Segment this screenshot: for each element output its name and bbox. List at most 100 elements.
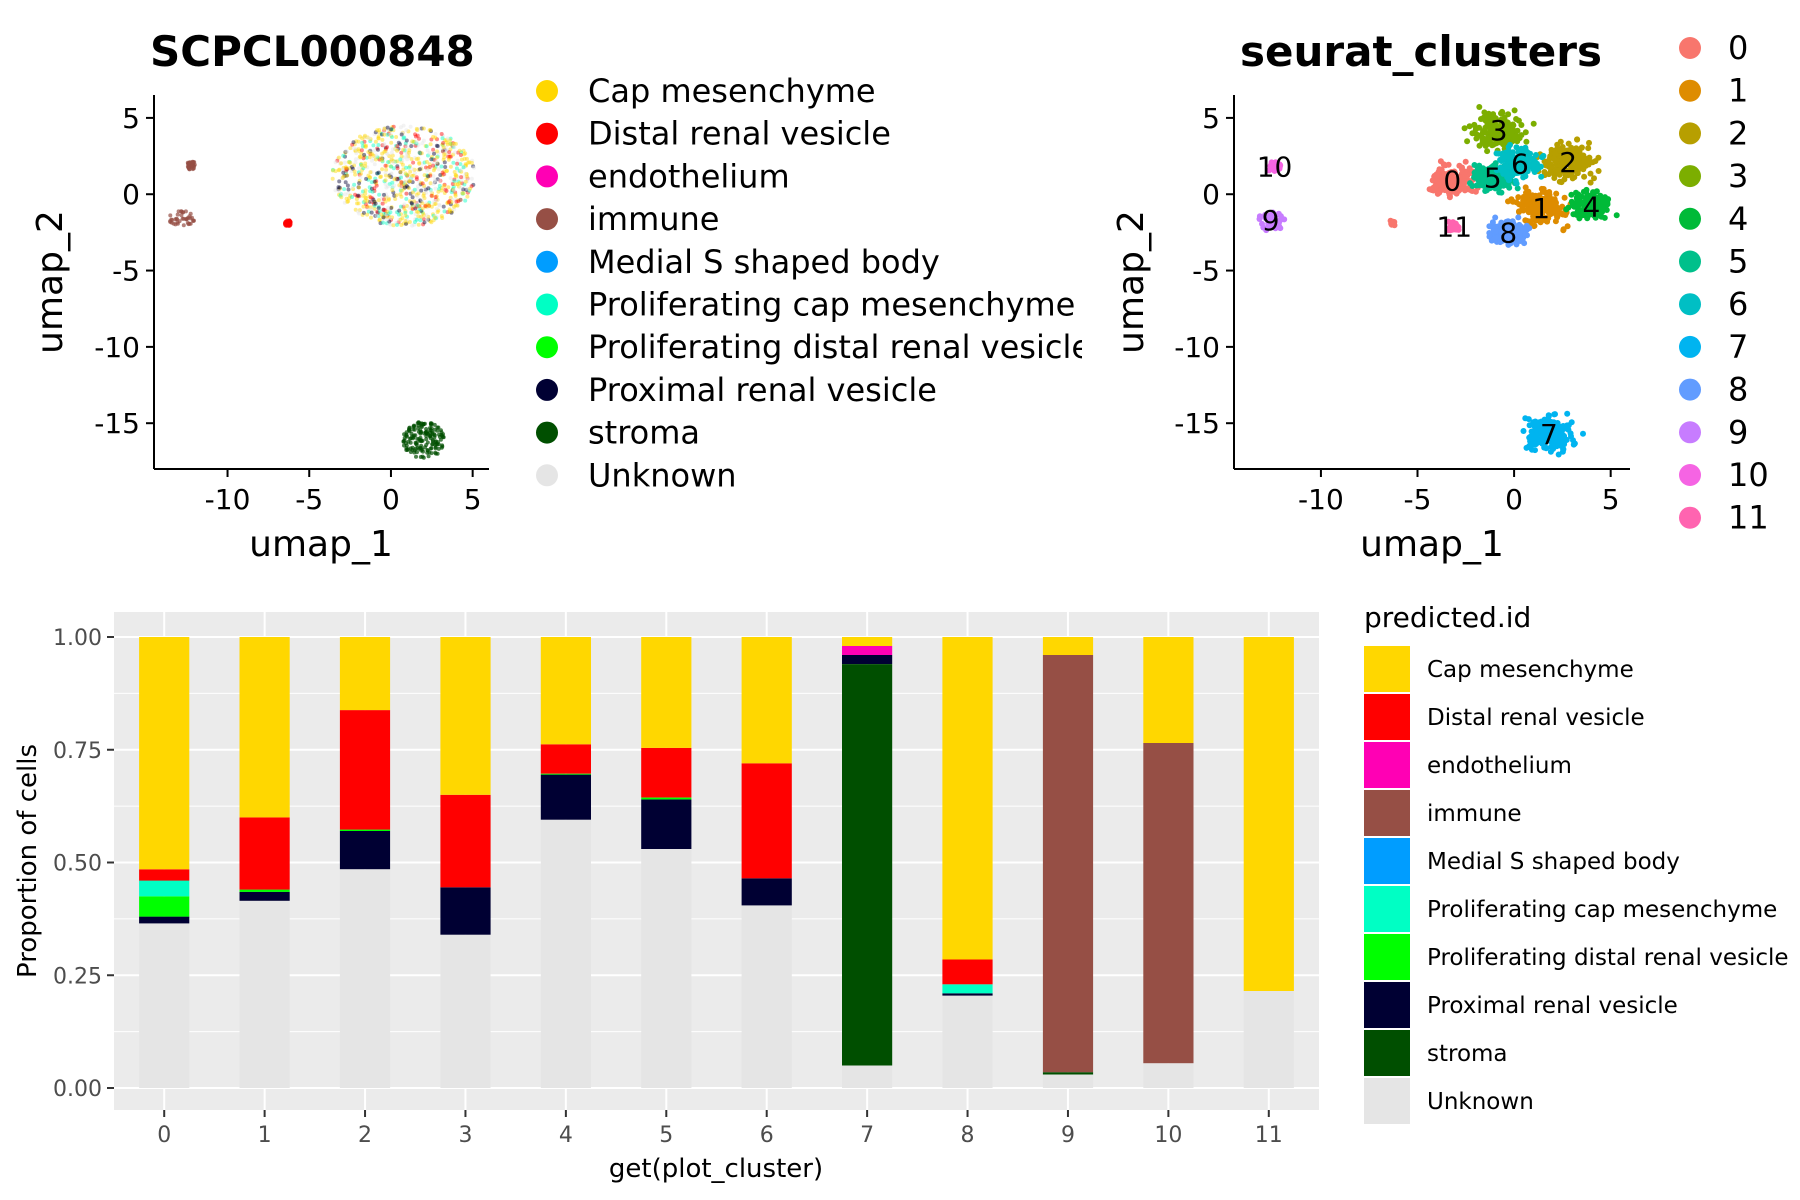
umap-point	[1587, 170, 1594, 177]
umap-point	[380, 215, 385, 219]
umap-point	[462, 182, 467, 187]
umap-point	[433, 180, 437, 185]
umap-point	[375, 210, 380, 215]
umap-point	[393, 159, 398, 164]
umap-point	[453, 197, 458, 202]
umap-point	[426, 153, 430, 158]
umap-point	[385, 125, 390, 130]
umap-point	[368, 149, 373, 154]
umap-point	[438, 178, 443, 183]
legend-label: immune	[588, 200, 719, 238]
umap-point	[411, 427, 416, 432]
umap-point	[418, 151, 423, 156]
umap-point	[438, 173, 443, 177]
umap-point	[462, 156, 467, 161]
umap-point	[460, 181, 465, 186]
umap-point	[344, 166, 349, 171]
legend-key-dot	[536, 250, 558, 273]
umap-point	[400, 216, 405, 221]
umap-point	[372, 199, 377, 204]
umap-point	[459, 157, 464, 162]
umap-point	[389, 175, 394, 179]
umap-point	[414, 442, 419, 447]
umap-point	[419, 166, 424, 170]
umap-point	[368, 195, 373, 200]
umap-point	[416, 184, 420, 189]
umap-point	[409, 144, 414, 149]
umap-point	[447, 154, 452, 159]
umap-point	[410, 203, 415, 208]
umap-point	[391, 223, 396, 228]
legend-label: Medial S shaped body	[588, 243, 940, 281]
umap-point	[350, 166, 355, 171]
cluster-label: 5	[1484, 161, 1502, 194]
umap-point	[344, 173, 349, 178]
umap-point	[179, 213, 184, 218]
umap-point	[422, 220, 427, 225]
legend-label: Proliferating distal renal vesicle	[588, 328, 1091, 366]
umap-point	[432, 198, 437, 203]
umap-point	[414, 141, 419, 146]
umap-point	[418, 198, 423, 203]
umap-point	[413, 132, 418, 137]
umap-point	[360, 193, 365, 198]
umap-point	[454, 166, 459, 171]
umap-point	[1486, 223, 1493, 230]
umap-point	[425, 440, 430, 445]
umap-point	[1476, 104, 1483, 110]
umap-point	[396, 146, 401, 151]
umap-point	[417, 204, 421, 209]
umap-point	[1602, 197, 1609, 204]
umap-point	[1513, 144, 1520, 151]
umap-point	[376, 147, 380, 152]
umap-point	[343, 165, 348, 170]
umap-point	[404, 138, 409, 143]
umap-point	[383, 199, 388, 204]
umap-point	[433, 201, 438, 206]
umap-point	[374, 179, 379, 184]
umap-point	[1586, 200, 1593, 207]
umap-point	[414, 217, 419, 222]
umap-point	[390, 215, 395, 220]
umap-point	[1515, 194, 1522, 201]
umap-point	[428, 128, 433, 132]
umap-point	[355, 201, 359, 206]
umap-point	[342, 200, 347, 205]
umap-point	[1516, 149, 1523, 156]
umap-point	[368, 170, 373, 175]
umap-point	[424, 427, 429, 431]
umap-point	[1547, 160, 1554, 167]
umap-point	[404, 221, 408, 226]
umap-point	[395, 144, 400, 149]
umap-point	[461, 191, 466, 196]
umap-point	[448, 136, 453, 141]
umap-point	[1552, 436, 1559, 443]
legend-label: Proliferating distal renal vesicle	[1427, 945, 1789, 971]
umap-point	[402, 206, 407, 211]
umap-point	[429, 155, 434, 159]
umap-point	[452, 188, 456, 193]
umap-point	[1552, 218, 1559, 225]
umap-point	[1578, 207, 1585, 214]
umap-point	[1473, 135, 1480, 142]
umap-point	[1574, 212, 1581, 219]
legend-key-dot	[536, 464, 558, 487]
umap-point	[380, 158, 385, 163]
umap-point	[374, 183, 379, 188]
umap-point	[363, 161, 368, 166]
umap-point	[442, 138, 447, 143]
umap-point	[448, 210, 452, 215]
umap-point	[440, 444, 445, 449]
umap-point	[431, 147, 436, 152]
umap-point	[446, 154, 451, 159]
umap-point	[1541, 169, 1548, 175]
umap-point	[373, 157, 378, 162]
umap-point	[1484, 148, 1491, 155]
umap-point	[445, 200, 450, 205]
y-tick-label: 5	[1202, 102, 1220, 135]
umap-point	[336, 155, 341, 160]
umap-point	[458, 162, 463, 167]
umap-point	[1446, 194, 1453, 201]
umap-point	[414, 144, 419, 149]
umap-point	[1541, 442, 1548, 449]
